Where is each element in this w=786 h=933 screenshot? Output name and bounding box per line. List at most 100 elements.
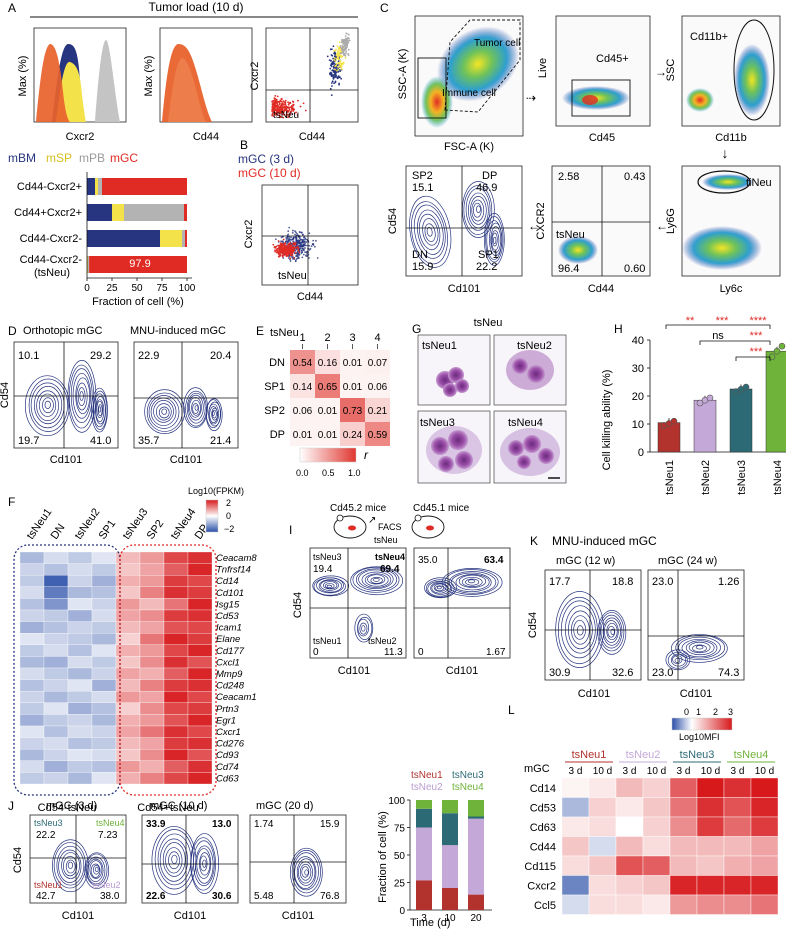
heatmap-l-cell <box>669 816 698 837</box>
facs-c2-xlabel: Cd45 <box>589 132 615 144</box>
heatmap-f-cell <box>67 667 93 680</box>
facs-arrow-icon: ↗ <box>368 515 376 526</box>
heatmap-f-cell <box>187 575 213 587</box>
heatmap-f-group1-label: Cd54-tsNeu <box>38 802 97 814</box>
facs-c6-contours <box>409 181 505 268</box>
heatmap-f-gene-label: Cd74 <box>216 762 239 773</box>
heatmap-f-gene-label: Mmp9 <box>216 669 243 680</box>
heatmap-f-cell <box>139 575 165 587</box>
arrow-c3-c4: ↓ <box>722 145 729 161</box>
contour-k1-ylabel: Cd54 <box>527 612 539 638</box>
sig-4: ns <box>712 330 724 342</box>
bar-j-seg-20-tsNeu4 <box>468 800 484 817</box>
scatter-a-point <box>335 63 338 65</box>
scatter-a-point <box>344 52 347 55</box>
heatmap-l-col-label: 10 d <box>755 766 774 777</box>
heatmap-f-cell <box>91 551 117 564</box>
contour-line <box>422 218 439 246</box>
heatmap-f-cell <box>67 598 93 611</box>
heatmap-f-cell <box>43 551 69 564</box>
arrow-c2-c3: → <box>655 65 667 79</box>
heatmap-f-cell <box>19 691 45 703</box>
contour-j1-name-tl: tsNeu3 <box>34 818 63 828</box>
panel-d-title-2: MNU-induced mGC <box>130 325 226 337</box>
facs-c4-gate-label: tiNeu <box>746 177 772 189</box>
panel-letter-i: I <box>289 523 292 537</box>
contour-i2-lines <box>424 568 503 599</box>
heatmap-l-cell <box>561 816 590 837</box>
contour-line <box>373 577 380 582</box>
scatter-a-point <box>330 60 333 62</box>
contour-line <box>355 568 398 591</box>
legend-msp: mSP <box>46 151 72 165</box>
j-legend-tsneu3: tsNeu3 <box>452 770 484 781</box>
contour-k1-xlabel: Cd101 <box>578 688 610 700</box>
scatter-a-point <box>339 62 342 65</box>
scatter-a-point <box>271 103 274 106</box>
facs-c5-q-tr: 0.43 <box>624 171 645 183</box>
contour-line <box>211 411 215 416</box>
contour-i2-q-bl: 0 <box>418 647 424 658</box>
facs-c1-ylabel: SSC-A (K) <box>397 49 409 100</box>
heatmap-l-row-label: Cxcr2 <box>527 881 556 893</box>
contour-line <box>84 852 110 890</box>
heatmap-l-cell <box>750 816 779 837</box>
heatmap-f-gene-label: Cd248 <box>216 681 245 692</box>
contour-i2-xlabel: Cd101 <box>446 665 478 677</box>
scatter-b-point <box>286 237 289 240</box>
heatmap-l-cell <box>561 777 590 798</box>
scatter-b-frame <box>261 184 359 286</box>
heatmap-f-col-label: SP2 <box>145 518 167 542</box>
contour-i1-name-bl: tsNeu1 <box>313 636 342 646</box>
scatter-a-point <box>277 110 280 113</box>
heatmap-f-cell <box>67 725 93 738</box>
facs-c6-label-dn: DN <box>412 249 428 261</box>
scatter-a-point <box>271 110 274 113</box>
heatmap-l-cell <box>723 797 752 818</box>
contour-line <box>296 858 316 886</box>
bar-a-seg-3-mPB <box>88 256 90 273</box>
heatmap-f-cell <box>163 633 189 645</box>
contour-j2-q-tl: 33.9 <box>146 819 166 830</box>
contour-line <box>600 614 623 649</box>
scatter-a-point <box>279 105 282 108</box>
bar-h-category-label: tsNeu4 <box>772 460 784 495</box>
heatmap-f-cell <box>43 644 69 657</box>
scatter-a-frame <box>265 27 359 123</box>
facs-c6-q-sp2: 15.1 <box>412 182 433 194</box>
contour-line <box>357 616 373 640</box>
contour-line <box>195 845 214 884</box>
scatter-a-point <box>285 109 288 112</box>
scatter-b-point <box>297 249 300 252</box>
heatmap-l-cell <box>669 875 698 896</box>
heatmap-f-cell <box>43 563 69 576</box>
contour-line <box>189 396 202 418</box>
bar-a-row-label: Cd44+Cxcr2+ <box>14 207 82 219</box>
scatter-b-point <box>283 251 286 254</box>
bar-h-ytick-label: 40 <box>632 335 644 347</box>
scatter-b-point <box>292 229 294 232</box>
scatter-a-point <box>343 49 346 52</box>
contour-line <box>465 578 480 586</box>
contour-line <box>28 378 68 432</box>
scatter-b-point <box>296 243 298 246</box>
heatmap-f-cell <box>139 737 165 750</box>
scatter-a-point <box>274 105 277 108</box>
contour-line <box>681 638 718 658</box>
bar-h-bar-tsNeu2 <box>693 399 717 453</box>
heatmap-f-cell <box>67 551 93 564</box>
contour-i2-q-tl: 35.0 <box>418 555 438 566</box>
heatmap-f-gene-label: Ceacam1 <box>216 692 257 703</box>
heatmap-e-tick-2: 1.0 <box>348 468 361 478</box>
heatmap-f-cell <box>187 702 213 715</box>
heatmap-e-cell-value: 0.01 <box>343 382 363 393</box>
facs-c6-q-sp1: 22.2 <box>476 261 497 273</box>
panel-j-title-3d: mGC (3 d) <box>46 800 97 812</box>
facs-c5-density <box>558 236 598 264</box>
contour-line <box>370 576 383 584</box>
bar-a-seg-2-mGC <box>185 230 187 247</box>
heatmap-f-cell <box>91 633 117 645</box>
heatmap-f-cell <box>43 667 69 680</box>
heatmap-l-cell <box>642 816 671 837</box>
scatter-b-point <box>289 260 292 262</box>
